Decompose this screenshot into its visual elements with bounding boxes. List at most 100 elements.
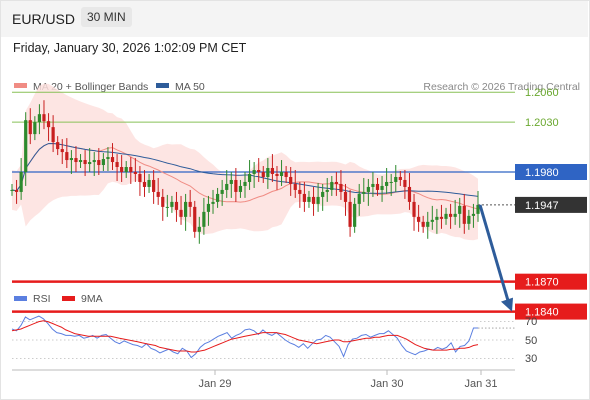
candle-body <box>188 201 192 207</box>
candle-body <box>74 158 78 163</box>
legend-ma20-label: MA 20 + Bollinger Bands <box>33 81 148 93</box>
candle-body <box>311 196 316 204</box>
candle-body <box>28 120 32 135</box>
symbol-label: EUR/USD <box>12 11 76 27</box>
candle-body <box>467 215 471 224</box>
legend-swatch-9ma <box>62 296 75 301</box>
candle-body <box>142 181 147 187</box>
candle-body <box>439 216 444 219</box>
candle-body <box>366 186 370 192</box>
timestamp: Friday, January 30, 2026 1:02:09 PM CET <box>13 41 247 55</box>
candle-body <box>156 191 160 197</box>
candle-body <box>426 221 430 227</box>
candle-body <box>385 181 389 186</box>
candle-body <box>174 201 179 210</box>
candle-body <box>307 196 311 202</box>
candle-body <box>252 170 256 174</box>
level-label-1.2060: 1.2060 <box>525 87 559 99</box>
candle-body <box>184 201 188 217</box>
candle-body <box>243 181 247 186</box>
level-label-1.1980: 1.1980 <box>525 167 559 179</box>
candle-body <box>417 216 421 222</box>
level-label-1.1870: 1.1870 <box>525 277 559 289</box>
candle-body <box>270 168 275 174</box>
candle-body <box>330 181 334 190</box>
candle-body <box>421 221 425 227</box>
candle-body <box>247 173 252 182</box>
candle-body <box>321 191 325 197</box>
candle-body <box>106 157 110 160</box>
candle-body <box>88 162 92 165</box>
candle-body <box>83 160 87 165</box>
candle-body <box>407 186 412 202</box>
candle-body <box>115 162 119 168</box>
candle-body <box>229 179 233 184</box>
last-price-tag <box>515 196 587 213</box>
candle-body <box>92 160 96 163</box>
candle-body <box>220 189 224 194</box>
level-label-1.2030: 1.2030 <box>525 117 559 129</box>
candle-body <box>316 196 320 204</box>
timeframe-button[interactable]: 30 MIN <box>81 7 132 27</box>
candle-body <box>10 189 14 191</box>
candle-body <box>371 183 375 187</box>
candle-body <box>19 172 23 192</box>
rsi-tick-30: 30 <box>525 353 537 365</box>
candle-body <box>51 127 55 143</box>
candle-body <box>197 226 201 232</box>
candle-body <box>471 213 476 216</box>
candle-body <box>448 213 453 217</box>
candle-body <box>458 205 462 214</box>
candle-body <box>165 206 169 208</box>
candle-body <box>266 168 270 177</box>
candle-body <box>375 183 380 190</box>
candle-body <box>37 114 42 123</box>
candle-body <box>325 189 329 192</box>
candle-body <box>412 201 416 217</box>
candle-body <box>60 149 64 153</box>
candle-body <box>430 219 434 222</box>
candle-body <box>362 191 366 194</box>
candle-body <box>56 142 60 150</box>
candle-body <box>339 183 343 192</box>
candle-body <box>193 206 197 232</box>
candle-body <box>476 204 480 214</box>
level-tag-1.1980 <box>515 164 587 180</box>
candle-body <box>348 201 352 227</box>
candle-body <box>279 172 284 176</box>
level-tag-1.1870 <box>515 273 587 290</box>
candle-body <box>398 176 402 180</box>
candle-body <box>152 179 156 192</box>
candle-body <box>42 114 46 122</box>
candle-body <box>147 179 151 187</box>
candle-body <box>261 172 265 177</box>
candle-body <box>389 181 393 183</box>
forecast-arrow-shaft <box>478 204 510 302</box>
candle-body <box>69 158 73 161</box>
legend-swatch-ma50 <box>156 83 169 88</box>
candle-body <box>124 167 128 172</box>
candle-body <box>334 181 338 184</box>
candle-body <box>206 203 211 212</box>
candle-body <box>133 172 137 174</box>
candle-body <box>211 201 215 204</box>
candle-body <box>46 121 51 128</box>
legend-swatch-ma20 <box>14 83 27 88</box>
candle-body <box>298 189 302 194</box>
candle-body <box>14 189 19 192</box>
candle-body <box>101 159 105 166</box>
x-tick-jan31: Jan 31 <box>464 378 497 390</box>
candle-body <box>129 167 133 172</box>
level-tag-1.1840 <box>515 303 587 320</box>
legend-ma50-label: MA 50 <box>175 81 205 93</box>
candle-body <box>289 176 293 184</box>
rsi-tick-50: 50 <box>525 335 537 347</box>
candle-body <box>453 213 457 217</box>
candle-body <box>120 167 124 172</box>
candle-body <box>284 172 288 177</box>
candle-body <box>65 152 69 161</box>
rsi-ma9-line <box>11 320 479 353</box>
candle-body <box>78 160 83 163</box>
legend-9ma-label: 9MA <box>81 293 103 305</box>
